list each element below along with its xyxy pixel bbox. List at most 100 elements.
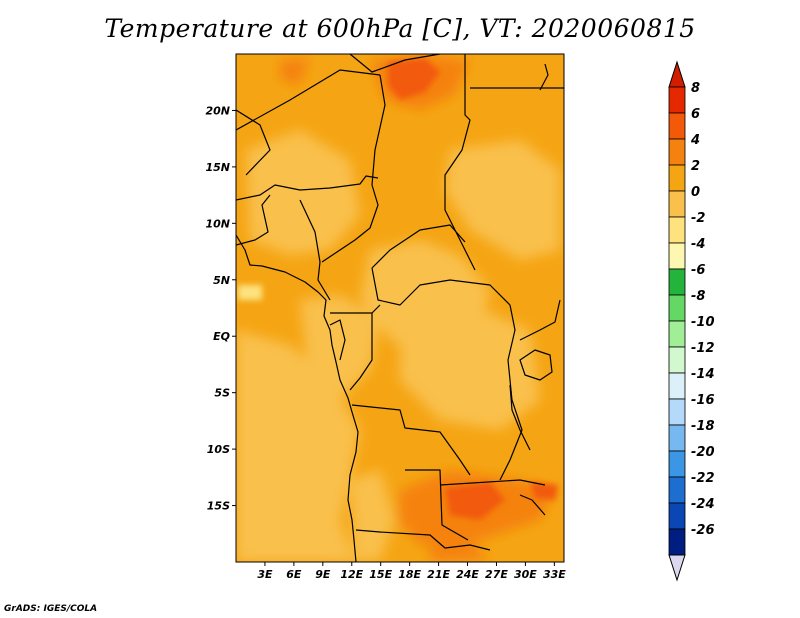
colorbar-label: -4 bbox=[691, 237, 705, 252]
border-angola-zambia bbox=[405, 469, 469, 541]
colorbar-label: -22 bbox=[691, 471, 715, 486]
border-libya-egypt bbox=[349, 54, 441, 73]
lon-tick-label: 30E bbox=[514, 568, 537, 581]
colorbar-bottom-arrow bbox=[668, 554, 686, 582]
border-guinea-gulf bbox=[236, 194, 271, 246]
field-6-to-8-sahara-core bbox=[388, 58, 440, 100]
colorbar-label: -8 bbox=[691, 289, 705, 304]
colorbar-swatch bbox=[668, 86, 686, 114]
colorbar-swatch bbox=[668, 268, 686, 296]
colorbar-label: -16 bbox=[691, 393, 715, 408]
map-title: Temperature at 600hPa [C], VT: 202006081… bbox=[104, 14, 696, 43]
lat-tick-label: 5N bbox=[213, 274, 230, 287]
lon-tick-label: 24E bbox=[456, 568, 479, 581]
border-nigeria-cameroon bbox=[299, 199, 331, 301]
border-car-north bbox=[371, 224, 466, 269]
border-congo-drc bbox=[349, 313, 373, 391]
border-sahel bbox=[236, 175, 379, 201]
map-frame bbox=[235, 53, 565, 563]
lat-tick-label: 20N bbox=[205, 104, 230, 117]
field-0-to-2-west-africa bbox=[246, 130, 360, 255]
colorbar-swatch bbox=[668, 190, 686, 218]
border-east-africa bbox=[519, 299, 561, 341]
border-drc-south bbox=[351, 404, 471, 476]
border-chad-car bbox=[321, 184, 379, 263]
border-gabon bbox=[329, 319, 346, 361]
colorbar-label: -20 bbox=[691, 445, 715, 460]
field-4-to-6-northwest bbox=[280, 58, 310, 85]
coastline-west-africa bbox=[236, 234, 359, 562]
colorbar-label: -2 bbox=[691, 211, 705, 226]
lake-victoria-region bbox=[519, 349, 553, 381]
colorbar-swatch bbox=[668, 164, 686, 192]
colorbar-swatch bbox=[668, 320, 686, 348]
colorbar-swatch bbox=[668, 502, 686, 530]
coastlines-borders bbox=[236, 54, 564, 562]
lat-tick-label: 15N bbox=[205, 161, 230, 174]
colorbar-swatch bbox=[668, 528, 686, 556]
colorbar-swatch bbox=[668, 424, 686, 452]
grads-credit: GrADS: IGES/COLA bbox=[4, 604, 98, 614]
colorbar-label: 2 bbox=[691, 159, 700, 174]
colorbar: 8 6 4 2 0 -2 -4 -6 -8 -10 -12 -14 -16 -18 -20 -22 -24 -26 bbox=[668, 60, 715, 582]
colorbar-swatch bbox=[668, 450, 686, 478]
lat-tick-label: 10S bbox=[207, 443, 230, 456]
lake-tanganyika bbox=[509, 384, 531, 451]
field-4-to-6-south bbox=[430, 540, 490, 562]
colorbar-swatch bbox=[668, 242, 686, 270]
colorbar-label: -26 bbox=[691, 523, 715, 538]
lon-tick-label: 12E bbox=[340, 568, 363, 581]
colorbar-top-arrow bbox=[668, 60, 686, 88]
colorbar-swatch bbox=[668, 372, 686, 400]
field-0-to-2-sudan bbox=[445, 140, 560, 260]
lat-tick-label: EQ bbox=[213, 330, 230, 343]
field-6-to-8-southern-core bbox=[445, 482, 505, 520]
border-namibia bbox=[355, 529, 491, 551]
colorbar-label: 8 bbox=[691, 81, 700, 96]
field-0-to-2-gabon bbox=[300, 295, 380, 400]
latitude-axis: 20N 15N 10N 5N EQ 5S 10S 15S bbox=[205, 104, 236, 513]
colorbar-label: -24 bbox=[691, 497, 715, 512]
lon-tick-label: 27E bbox=[485, 568, 508, 581]
border-zambia-south bbox=[439, 479, 546, 486]
lat-tick-label: 5S bbox=[214, 387, 230, 400]
colorbar-swatch bbox=[668, 476, 686, 504]
colorbar-label: 6 bbox=[691, 107, 700, 122]
field-0-to-2-congo bbox=[400, 300, 540, 430]
field-6-to-8-southeast-core bbox=[530, 482, 558, 500]
colorbar-swatch bbox=[668, 216, 686, 244]
lat-tick-label: 10N bbox=[205, 217, 230, 230]
colorbar-label: -12 bbox=[691, 341, 715, 356]
colorbar-label: 4 bbox=[690, 133, 700, 148]
border-drc-east bbox=[499, 304, 523, 481]
colorbar-swatch bbox=[668, 398, 686, 426]
lake-malawi bbox=[519, 494, 546, 516]
colorbar-swatch bbox=[668, 294, 686, 322]
lon-tick-label: 3E bbox=[257, 568, 273, 581]
colorbar-label: -10 bbox=[691, 315, 715, 330]
border-sahara-north bbox=[236, 109, 271, 176]
colorbar-label: -6 bbox=[691, 263, 705, 278]
border-niger-libya bbox=[371, 74, 386, 186]
lon-tick-label: 9E bbox=[315, 568, 331, 581]
colorbar-swatch bbox=[668, 138, 686, 166]
lon-tick-label: 6E bbox=[286, 568, 302, 581]
field-0-to-2-angola-west bbox=[350, 470, 395, 562]
colorbar-label: -18 bbox=[691, 419, 715, 434]
border-car-south bbox=[371, 267, 511, 306]
temperature-field bbox=[236, 54, 564, 562]
longitude-axis: 3E 6E 9E 12E 15E 18E 21E 24E 27E 30E 33E bbox=[257, 562, 566, 581]
east-coast bbox=[539, 63, 549, 91]
colorbar-swatch bbox=[668, 346, 686, 374]
colorbar-label: 0 bbox=[691, 185, 700, 200]
lon-tick-label: 15E bbox=[369, 568, 392, 581]
lon-tick-label: 33E bbox=[543, 568, 566, 581]
colorbar-swatch bbox=[668, 112, 686, 140]
lon-tick-label: 18E bbox=[398, 568, 421, 581]
colorbar-label: -14 bbox=[691, 367, 715, 382]
field-light-spot-atlantic bbox=[238, 285, 262, 300]
lat-tick-label: 15S bbox=[207, 500, 230, 513]
border-algeria-mali bbox=[236, 69, 381, 131]
border-sudan-west bbox=[444, 54, 476, 271]
